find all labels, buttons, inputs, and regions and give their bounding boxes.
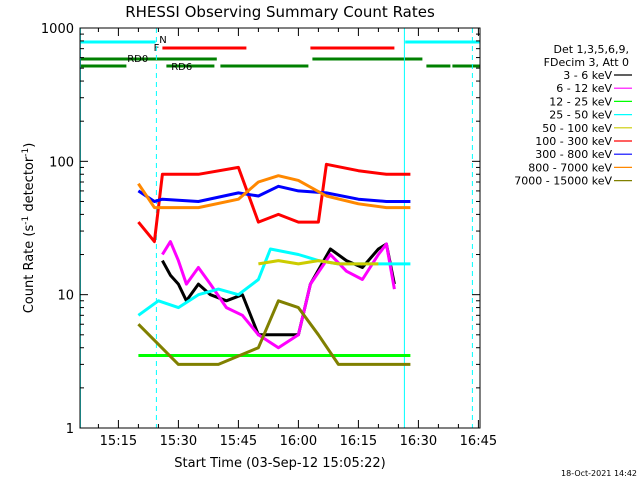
y-axis-label-sup2: -1 — [21, 148, 31, 157]
x-axis-label: Start Time (03-Sep-12 15:05:22) — [174, 456, 385, 471]
legend-label: 300 - 800 keV — [535, 148, 612, 161]
series-6-line — [137, 162, 411, 244]
y-axis-label-part1: Count Rate (s — [22, 225, 37, 314]
legend-label: 12 - 25 keV — [549, 95, 612, 108]
legend-label: 800 - 7000 keV — [528, 161, 612, 174]
data-series — [137, 162, 411, 366]
y-axis-label-sup1: -1 — [21, 216, 31, 225]
x-tick-label: 16:15 — [340, 434, 377, 449]
series-5-line — [258, 259, 379, 266]
y-tick-label: 100 — [49, 155, 74, 170]
legend-label: 6 - 12 keV — [556, 82, 612, 95]
x-tick-label: 16:30 — [400, 434, 437, 449]
series-2-line — [161, 240, 396, 350]
y-tick-label: 1000 — [41, 22, 74, 37]
x-tick-label: 16:45 — [460, 434, 497, 449]
chart-title: RHESSI Observing Summary Count Rates — [125, 3, 435, 21]
rd0-flag-label: RD0 — [127, 54, 148, 65]
x-tick-label: 15:30 — [160, 434, 197, 449]
series-7-line — [137, 184, 411, 203]
legend-label: 7000 - 15000 keV — [514, 175, 612, 188]
x-tick-label: 16:00 — [280, 434, 317, 449]
time-flags: NFRD0RD6 — [80, 35, 480, 73]
y-axis-label-part3: ) — [22, 143, 37, 148]
y-axis-label-part2: detector — [22, 156, 37, 216]
rd6-flag-label: RD6 — [171, 62, 192, 73]
legend-label: 50 - 100 keV — [542, 122, 612, 135]
legend: Det 1,3,5,6,9,FDecim 3, Att 03 - 6 keV6 … — [514, 43, 632, 188]
y-axis-label: Count Rate (s-1 detector-1) — [21, 143, 37, 314]
night-flag-label: N — [159, 35, 166, 46]
plot-frame — [79, 27, 481, 429]
y-tick-label: 1 — [66, 422, 74, 437]
legend-label: 3 - 6 keV — [563, 69, 612, 82]
x-tick-label: 15:15 — [100, 434, 137, 449]
legend-label: 100 - 300 keV — [535, 135, 612, 148]
legend-header-line: FDecim 3, Att 0 — [544, 56, 629, 69]
legend-label: 25 - 50 keV — [549, 109, 612, 122]
legend-header-line: Det 1,3,5,6,9, — [553, 43, 629, 56]
y-tick-label: 10 — [57, 289, 74, 304]
timestamp: 18-Oct-2021 14:42 — [561, 469, 637, 478]
x-tick-label: 15:45 — [220, 434, 257, 449]
y-axis: 1 10 100 1000 — [41, 22, 480, 437]
x-axis: 15:15 15:30 15:45 16:00 16:15 16:30 16:45 — [97, 28, 497, 449]
series-9-line — [137, 299, 411, 366]
series-8-line — [137, 174, 411, 210]
